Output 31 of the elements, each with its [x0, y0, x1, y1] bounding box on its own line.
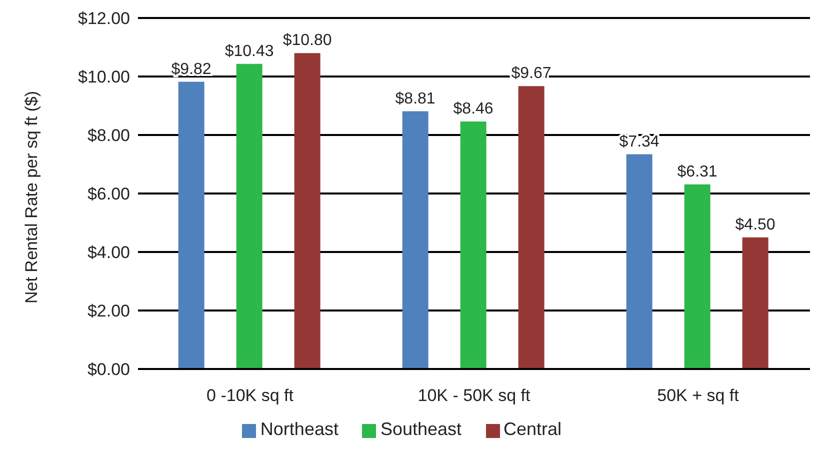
data-label: $10.43: [224, 42, 274, 60]
y-tick-label: $4.00: [87, 243, 130, 262]
bar: [684, 184, 710, 369]
legend-label: Southeast: [380, 419, 462, 439]
data-label: $4.50: [735, 216, 776, 234]
y-tick-label: $8.00: [87, 126, 130, 146]
bar: [294, 53, 320, 369]
legend-label: Central: [504, 419, 562, 439]
bar: [460, 122, 486, 369]
data-label: $9.82: [171, 60, 212, 78]
y-tick-label: $6.00: [87, 184, 130, 204]
bar: [402, 111, 428, 369]
y-tick-label: $0.00: [87, 360, 130, 380]
y-tick-label: $12.00: [78, 9, 130, 28]
data-label: $7.34: [619, 133, 660, 150]
bar: [236, 64, 262, 369]
y-axis-title: Net Rental Rate per sq ft ($): [22, 90, 42, 304]
y-tick-label: $2.00: [87, 302, 130, 321]
bar: [742, 237, 768, 369]
bar: [626, 154, 652, 369]
data-label: $8.81: [395, 90, 436, 108]
y-tick-label: $10.00: [78, 68, 130, 87]
x-tick-label: 50K + sq ft: [657, 386, 740, 406]
data-label: $6.31: [677, 163, 718, 180]
data-label: $10.80: [282, 32, 332, 50]
x-tick-label: 10K - 50K sq ft: [418, 386, 530, 406]
data-label: $8.46: [453, 100, 494, 118]
bar: [518, 86, 544, 369]
legend-label: Northeast: [260, 419, 338, 439]
x-tick-label: 0 -10K sq ft: [206, 386, 294, 406]
bar: [178, 82, 204, 369]
